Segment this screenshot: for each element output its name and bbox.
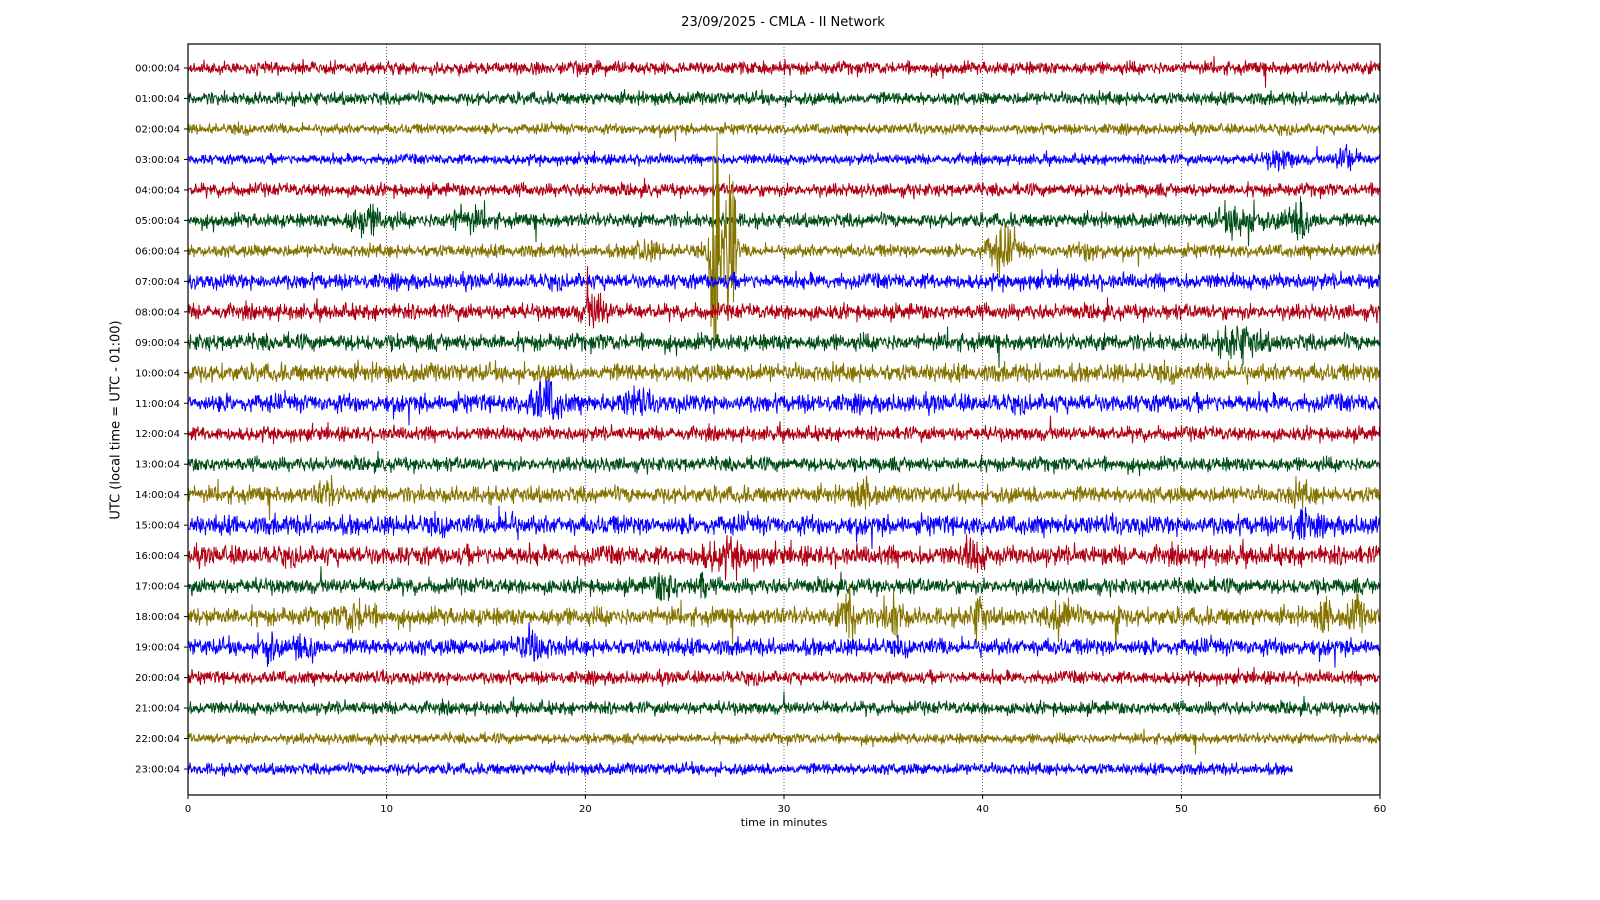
y-tick-label: 00:00:04 — [135, 64, 180, 75]
trace-15:00:04 — [188, 505, 1380, 549]
trace-16:00:04 — [188, 534, 1380, 581]
trace-13:00:04 — [188, 450, 1380, 477]
y-tick-label: 07:00:04 — [135, 277, 180, 288]
y-tick-label: 22:00:04 — [135, 734, 180, 745]
grid-lines — [386, 44, 1182, 795]
y-tick-label: 16:00:04 — [135, 551, 180, 562]
x-tick-label: 20 — [579, 804, 592, 815]
y-tick-label: 05:00:04 — [135, 216, 180, 227]
y-axis-ticks: 00:00:04 01:00:04 02:00:04 03:00:04 04:00:04… — [135, 64, 188, 776]
trace-21:00:04 — [188, 691, 1380, 718]
y-axis-label: UTC (local time = UTC - 01:00) — [108, 320, 124, 520]
y-tick-label: 09:00:04 — [135, 338, 180, 349]
trace-07:00:04 — [188, 268, 1380, 293]
x-tick-label: 0 — [185, 804, 191, 815]
y-tick-label: 18:00:04 — [135, 612, 180, 623]
y-tick-label: 21:00:04 — [135, 704, 180, 715]
trace-10:00:04 — [188, 359, 1380, 385]
x-tick-label: 60 — [1374, 804, 1387, 815]
trace-23:00:04 — [188, 760, 1293, 777]
trace-06:00:04 — [188, 131, 1380, 348]
trace-09:00:04 — [188, 325, 1380, 368]
trace-03:00:04 — [188, 143, 1380, 172]
trace-12:00:04 — [188, 415, 1380, 445]
y-tick-label: 12:00:04 — [135, 429, 180, 440]
y-tick-label: 11:00:04 — [135, 399, 180, 410]
y-tick-label: 10:00:04 — [135, 368, 180, 379]
trace-11:00:04 — [188, 379, 1380, 426]
trace-18:00:04 — [188, 583, 1380, 645]
trace-08:00:04 — [188, 266, 1380, 329]
trace-00:00:04 — [188, 55, 1380, 88]
trace-22:00:04 — [188, 728, 1380, 755]
x-tick-label: 30 — [778, 804, 791, 815]
y-tick-label: 20:00:04 — [135, 673, 180, 684]
y-tick-label: 17:00:04 — [135, 582, 180, 593]
trace-17:00:04 — [188, 566, 1380, 602]
y-tick-label: 23:00:04 — [135, 765, 180, 776]
trace-20:00:04 — [188, 666, 1380, 688]
trace-05:00:04 — [188, 196, 1380, 247]
trace-04:00:04 — [188, 177, 1380, 200]
y-tick-label: 14:00:04 — [135, 490, 180, 501]
y-tick-label: 06:00:04 — [135, 246, 180, 257]
x-axis-ticks: 0 10 20 30 40 50 60 — [185, 795, 1387, 815]
y-tick-label: 08:00:04 — [135, 307, 180, 318]
x-tick-label: 50 — [1175, 804, 1188, 815]
y-tick-label: 13:00:04 — [135, 460, 180, 471]
chart-title: 23/09/2025 - CMLA - II Network — [681, 15, 885, 30]
y-tick-label: 03:00:04 — [135, 155, 180, 166]
y-tick-label: 19:00:04 — [135, 643, 180, 654]
x-axis-label: time in minutes — [740, 816, 828, 829]
x-tick-label: 10 — [380, 804, 393, 815]
traces — [188, 55, 1380, 777]
y-tick-label: 02:00:04 — [135, 124, 180, 135]
y-tick-label: 01:00:04 — [135, 94, 180, 105]
y-tick-label: 04:00:04 — [135, 185, 180, 196]
trace-19:00:04 — [188, 622, 1380, 668]
trace-14:00:04 — [188, 474, 1380, 521]
trace-02:00:04 — [188, 121, 1380, 142]
x-tick-label: 40 — [976, 804, 989, 815]
y-tick-label: 15:00:04 — [135, 521, 180, 532]
trace-01:00:04 — [188, 89, 1380, 108]
